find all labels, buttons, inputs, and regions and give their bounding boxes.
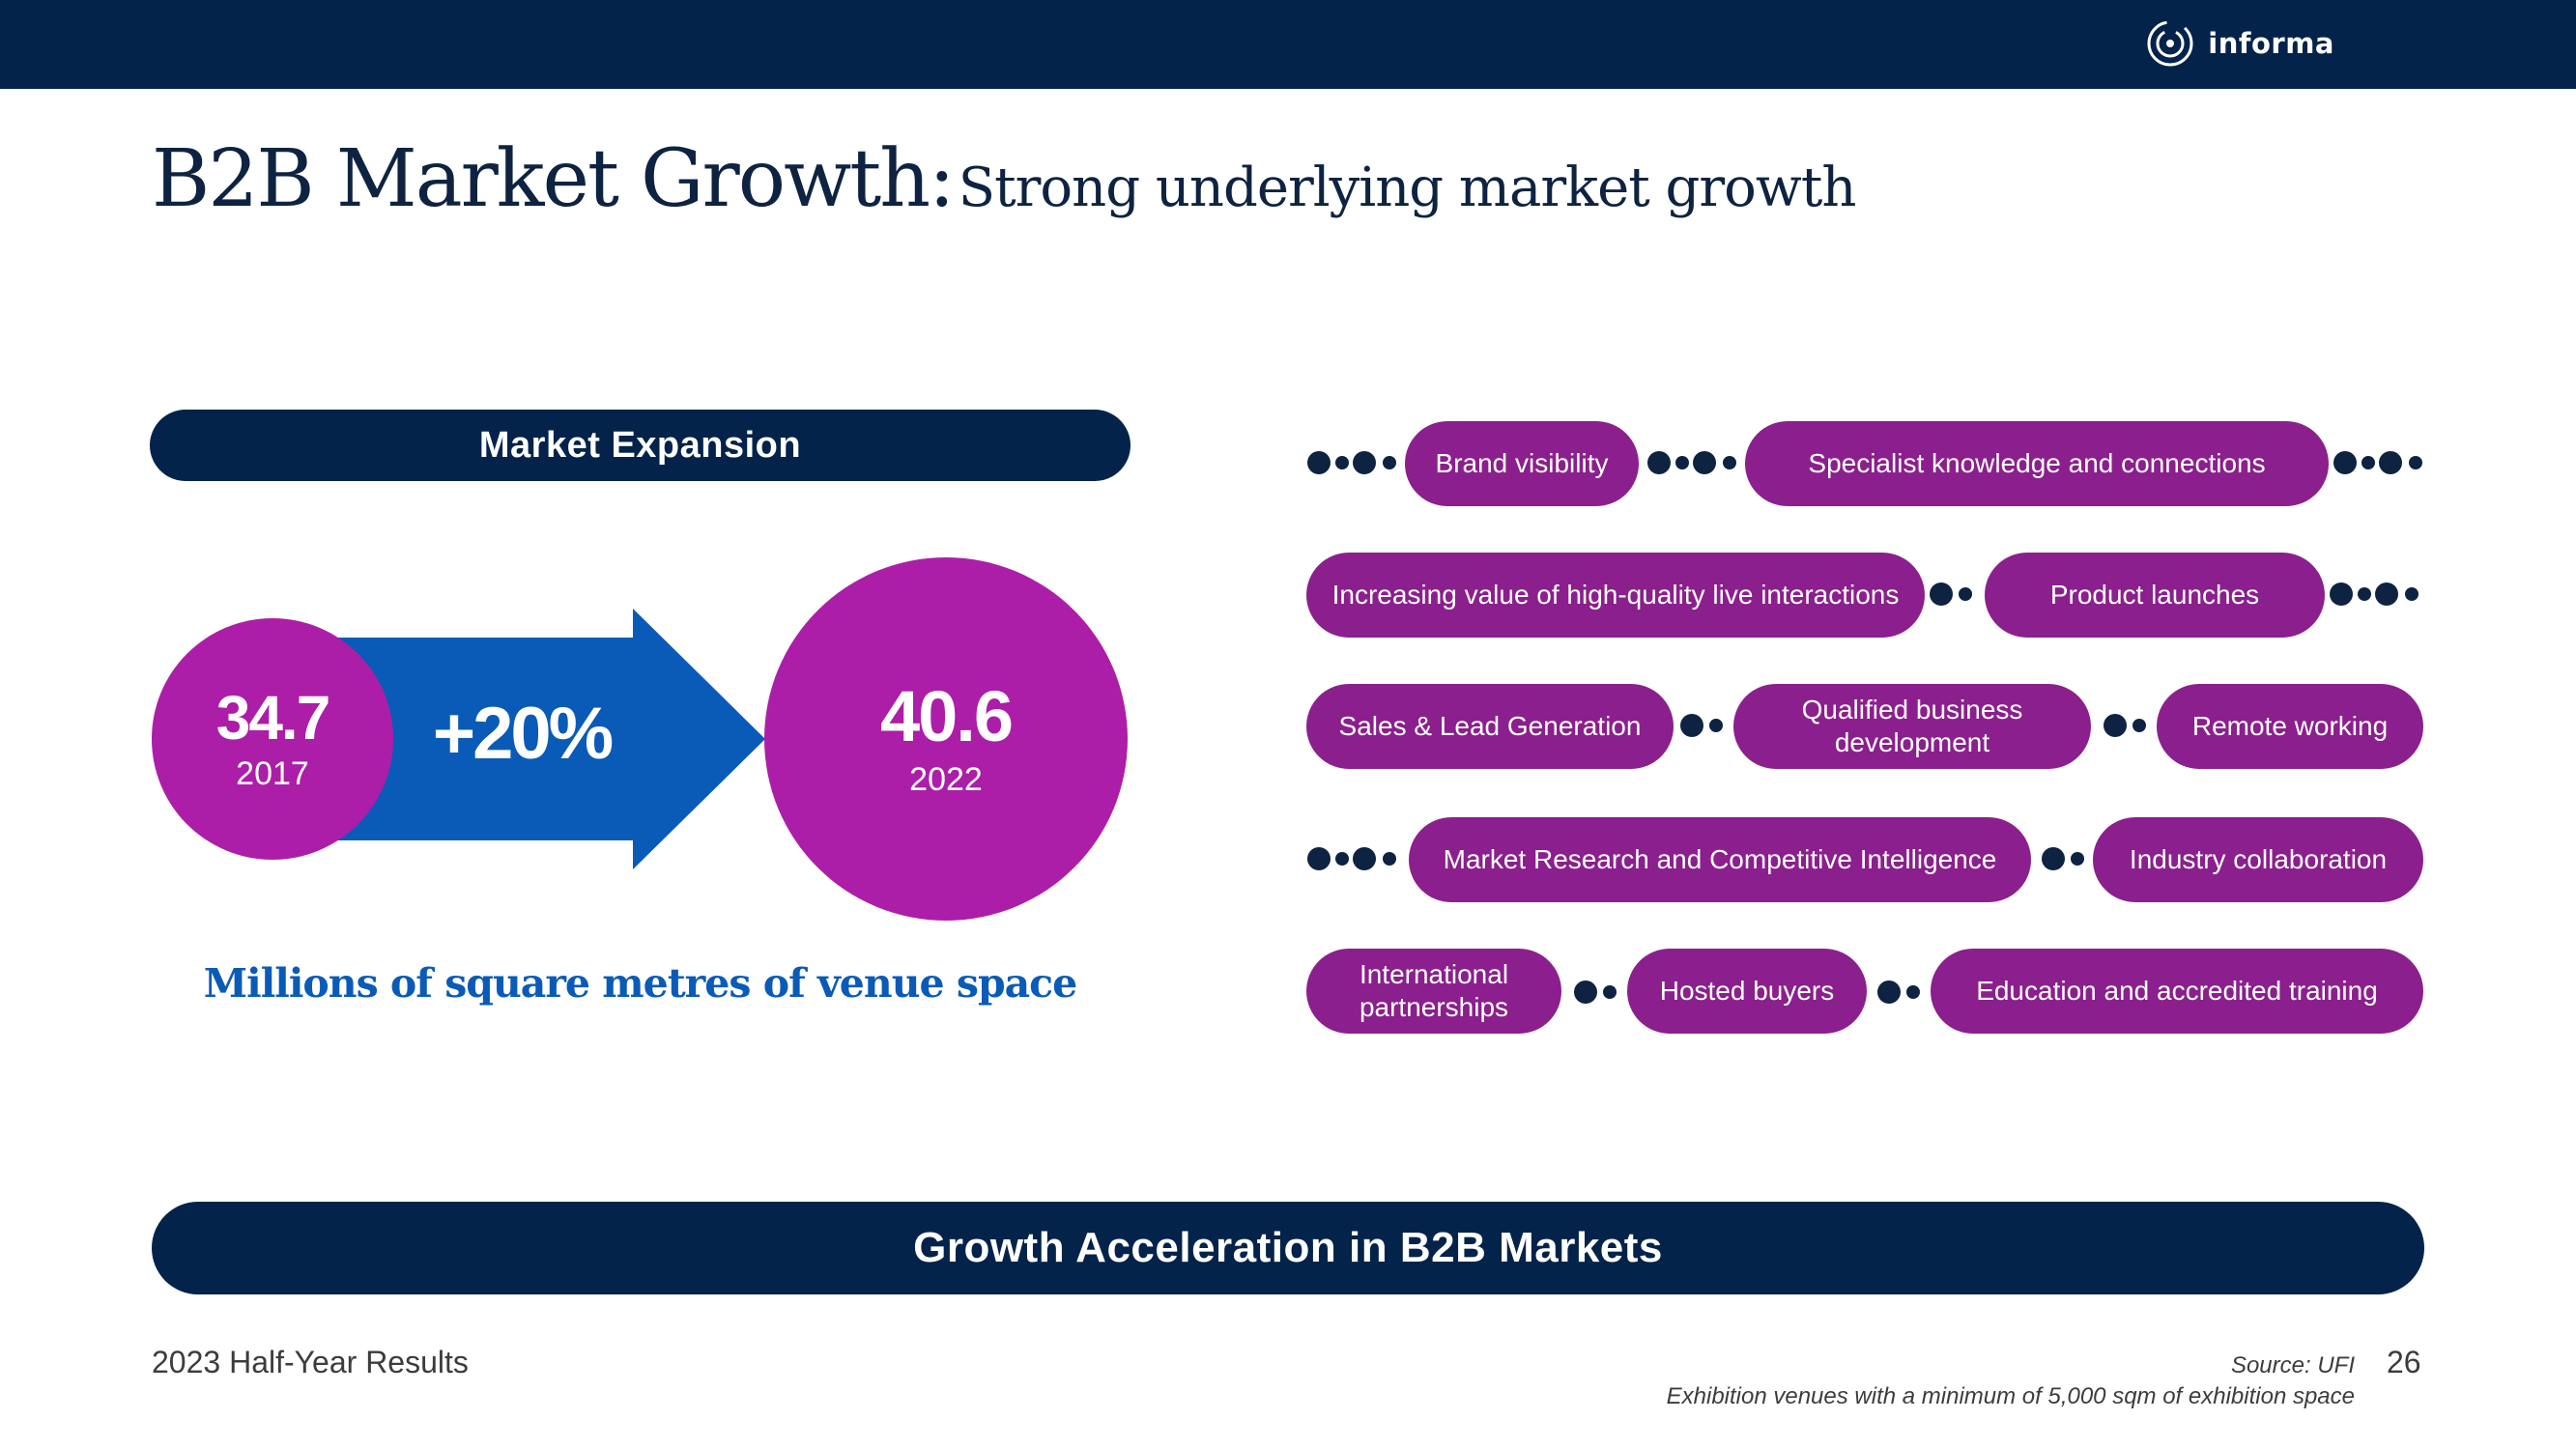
growth-acceleration-banner: Growth Acceleration in B2B Markets: [152, 1202, 2424, 1294]
start-value: 34.7: [216, 683, 329, 753]
tag-high-quality-interactions: Increasing value of high-quality live in…: [1306, 553, 1925, 638]
top-bar: informa: [0, 0, 2576, 89]
informa-logo[interactable]: informa: [2144, 15, 2334, 71]
end-circle: [764, 557, 1128, 921]
connector-dots: [1647, 451, 1736, 474]
start-year: 2017: [236, 755, 309, 792]
tag-market-research: Market Research and Competitive Intellig…: [1409, 817, 2031, 902]
tag-brand-visibility: Brand visibility: [1405, 421, 1639, 506]
footer-note: Exhibition venues with a minimum of 5,00…: [1666, 1383, 2355, 1409]
footer-source: Source: UFI: [2230, 1352, 2355, 1378]
tag-remote-working: Remote working: [2157, 684, 2423, 769]
change-percent: +20%: [433, 693, 613, 775]
connector-dots: [1307, 451, 1396, 474]
tag-education-training: Education and accredited training: [1931, 949, 2423, 1034]
page-number: 26: [2387, 1345, 2421, 1379]
tag-international-partnerships: International partnerships: [1306, 949, 1561, 1034]
connector-dots: [2042, 847, 2084, 870]
title-main: B2B Market Growth:: [152, 133, 956, 225]
informa-logo-icon: [2147, 20, 2193, 67]
connector-dots: [1930, 582, 1972, 606]
tag-industry-collaboration: Industry collaboration: [2093, 817, 2423, 902]
connector-dots: [1574, 980, 1617, 1004]
connector-dots: [1877, 980, 1920, 1004]
connector-dots: [2333, 451, 2422, 474]
tag-specialist-knowledge: Specialist knowledge and connections: [1745, 421, 2329, 506]
end-value: 40.6: [880, 676, 1012, 756]
tag-hosted-buyers: Hosted buyers: [1627, 949, 1867, 1034]
page-title: B2B Market Growth: Strong underlying mar…: [152, 133, 1857, 225]
tag-product-launches: Product launches: [1985, 553, 2325, 638]
title-subtitle: Strong underlying market growth: [958, 156, 1857, 219]
start-circle: [152, 618, 393, 860]
tag-qualified-business-development: Qualified business development: [1733, 684, 2091, 769]
growth-graphic: 34.7 2017 +20% 40.6 2022: [152, 557, 1128, 921]
connector-dots: [2330, 582, 2419, 606]
end-year: 2022: [909, 761, 983, 798]
connector-dots: [1307, 847, 1396, 870]
growth-caption: Millions of square metres of venue space: [203, 960, 1078, 1007]
connector-dots: [2104, 714, 2146, 737]
footer-report-title: 2023 Half-Year Results: [152, 1345, 469, 1379]
logo-text: informa: [2208, 27, 2334, 60]
tag-sales-lead-generation: Sales & Lead Generation: [1306, 684, 1674, 769]
connector-dots: [1680, 714, 1723, 737]
growth-arrow: [271, 609, 765, 869]
market-expansion-header: Market Expansion: [150, 410, 1131, 481]
